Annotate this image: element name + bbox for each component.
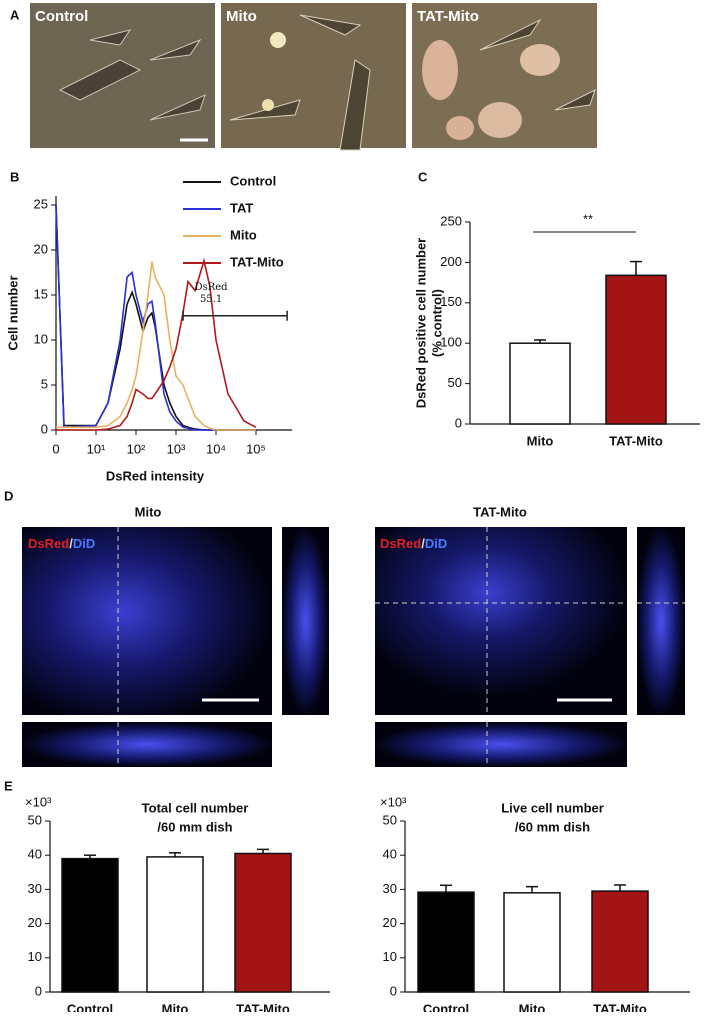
x-axis-label: DsRed intensity	[106, 468, 205, 483]
panel-letter: B	[10, 169, 19, 184]
y-axis-label: (% control)	[429, 289, 444, 357]
gate-value: 55.1	[200, 294, 222, 305]
panel-letter: A	[10, 7, 20, 22]
confocal-image	[375, 527, 685, 767]
image-title: Mito	[135, 504, 162, 519]
y-tick-label: 0	[41, 421, 48, 436]
stain-label: DsRed/DiD	[380, 536, 447, 551]
x-tick-label: TAT-Mito	[593, 1001, 647, 1012]
image-title: TAT-Mito	[473, 504, 527, 519]
y-tick-label: 30	[28, 881, 42, 896]
stain-red: DsRed	[380, 536, 421, 551]
x-tick-label: Control	[423, 1001, 469, 1012]
y-tick-label: 20	[383, 915, 397, 930]
bar	[591, 890, 649, 993]
x-tick-label: TAT-Mito	[236, 1001, 290, 1012]
x-tick-label: Mito	[527, 433, 554, 448]
bar	[146, 856, 204, 993]
x-tick-label: Control	[67, 1001, 113, 1012]
y-unit: ×10³	[380, 794, 407, 809]
series-line	[55, 204, 256, 431]
y-tick-label: 10	[34, 331, 48, 346]
y-tick-label: 40	[383, 847, 397, 862]
x-tick-label: 10²	[127, 441, 146, 456]
legend-label: Mito	[230, 227, 257, 242]
chart-title: Live cell number	[501, 800, 604, 815]
image-label: TAT-Mito	[417, 8, 479, 25]
x-tick-label: TAT-Mito	[609, 433, 663, 448]
x-tick-label: 10¹	[87, 441, 106, 456]
y-tick-label: 10	[28, 949, 42, 964]
x-tick-label: 10⁴	[206, 441, 226, 456]
stain-sep: /	[69, 536, 73, 551]
y-axis-label: DsRed positive cell number	[413, 238, 428, 409]
x-tick-label: Mito	[519, 1001, 546, 1012]
bar	[605, 274, 667, 425]
panel-letter: E	[4, 778, 13, 793]
y-tick-label: 100	[440, 335, 462, 350]
y-unit: ×10³	[25, 794, 52, 809]
y-tick-label: 10	[383, 949, 397, 964]
bar	[61, 857, 119, 993]
chart-title: /60 mm dish	[515, 819, 590, 834]
series-line	[55, 204, 256, 431]
y-tick-label: 0	[455, 415, 462, 430]
x-tick-label: Mito	[162, 1001, 189, 1012]
y-tick-label: 150	[440, 294, 462, 309]
y-tick-label: 250	[440, 213, 462, 228]
y-tick-label: 50	[28, 812, 42, 827]
y-tick-label: 0	[35, 983, 42, 998]
stain-sep: /	[421, 536, 425, 551]
panel-letter: C	[418, 169, 428, 184]
y-tick-label: 15	[34, 286, 48, 301]
micrograph	[221, 3, 406, 151]
y-tick-label: 20	[34, 241, 48, 256]
stain-label: DsRed/DiD	[28, 536, 95, 551]
stain-blue: DiD	[73, 536, 95, 551]
chart-title: Total cell number	[142, 800, 249, 815]
y-tick-label: 30	[383, 881, 397, 896]
series-line	[56, 257, 257, 431]
bar	[503, 892, 561, 993]
series-line	[56, 261, 256, 431]
panel-letter: D	[4, 488, 13, 503]
y-tick-label: 50	[383, 812, 397, 827]
bar	[417, 891, 475, 993]
bar	[234, 852, 292, 993]
y-tick-label: 200	[440, 254, 462, 269]
y-tick-label: 20	[28, 915, 42, 930]
bar	[509, 342, 571, 425]
gate-label: DsRed	[195, 282, 229, 293]
stain-blue: DiD	[425, 536, 447, 551]
y-tick-label: 25	[34, 196, 48, 211]
y-axis-label: Cell number	[5, 275, 20, 350]
significance-label: **	[583, 211, 593, 226]
chart-title: /60 mm dish	[157, 819, 232, 834]
legend-label: TAT-Mito	[230, 254, 284, 269]
legend-label: TAT	[230, 200, 253, 215]
confocal-image	[22, 527, 329, 767]
micrograph	[412, 3, 597, 148]
y-tick-label: 50	[448, 375, 462, 390]
image-label: Control	[35, 8, 88, 25]
x-tick-label: 10³	[167, 441, 186, 456]
micrograph	[30, 3, 215, 148]
y-tick-label: 40	[28, 847, 42, 862]
y-tick-label: 5	[41, 376, 48, 391]
x-tick-label: 10⁵	[246, 441, 266, 456]
x-tick-label: 0	[52, 441, 59, 456]
image-label: Mito	[226, 8, 257, 25]
y-tick-label: 0	[390, 983, 397, 998]
legend-label: Control	[230, 173, 276, 188]
stain-red: DsRed	[28, 536, 69, 551]
